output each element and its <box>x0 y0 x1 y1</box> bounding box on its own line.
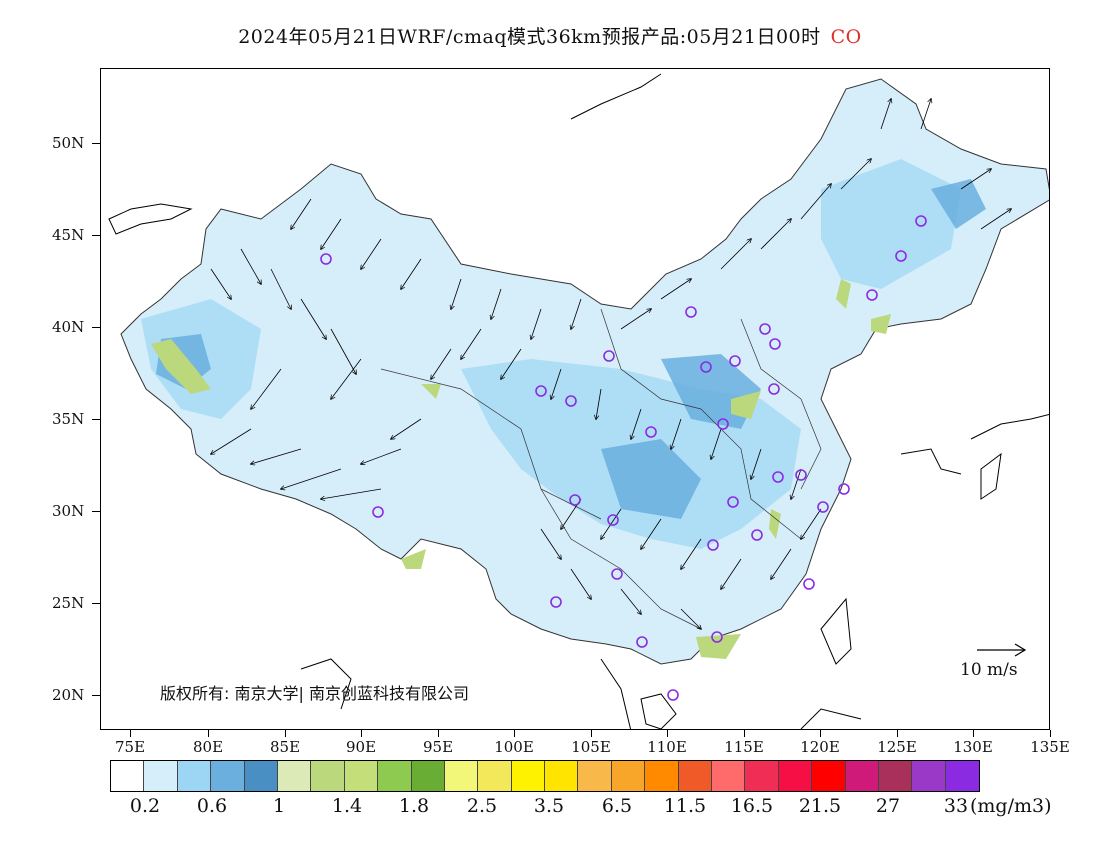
lon-label-115e: 115E <box>724 738 764 756</box>
legend-swatch <box>444 761 479 791</box>
lon-tick <box>744 730 745 737</box>
lon-tick <box>591 730 592 737</box>
lon-tick <box>208 730 209 737</box>
lat-label-45n: 45N <box>52 226 85 244</box>
lon-label-125e: 125E <box>877 738 917 756</box>
legend-swatch <box>712 761 746 791</box>
legend-label: 16.5 <box>730 795 774 817</box>
lon-tick <box>820 730 821 737</box>
wind-reference-label: 10 m/s <box>960 660 1018 680</box>
legend-swatch <box>545 761 579 791</box>
lat-label-20n: 20N <box>52 686 85 704</box>
lat-tick <box>92 695 100 696</box>
legend-label: 6.5 <box>601 795 633 817</box>
color-legend <box>110 760 981 792</box>
lon-tick <box>130 730 131 737</box>
lat-tick <box>92 143 100 144</box>
legend-swatch <box>111 761 145 791</box>
title-text: 2024年05月21日WRF/cmaq模式36km预报产品:05月21日00时 <box>238 26 821 48</box>
species-label: CO <box>830 26 862 48</box>
legend-swatch <box>678 761 713 791</box>
legend-label: 33 <box>943 795 969 817</box>
legend-swatch <box>344 761 379 791</box>
legend-label: 0.6 <box>196 795 228 817</box>
map-panel <box>100 68 1050 730</box>
lat-tick <box>92 327 100 328</box>
city-markers <box>320 215 927 701</box>
lon-tick <box>973 730 974 737</box>
lon-tick <box>438 730 439 737</box>
legend-label: 2.5 <box>466 795 498 817</box>
lon-label-105e: 105E <box>571 738 611 756</box>
legend-swatch <box>912 761 946 791</box>
legend-swatch <box>611 761 646 791</box>
lon-tick <box>361 730 362 737</box>
legend-swatch <box>645 761 679 791</box>
legend-unit: (mg/m3) <box>970 795 1052 817</box>
lon-label-80e: 80E <box>192 738 224 756</box>
lat-label-40n: 40N <box>52 318 85 336</box>
lon-label-100e: 100E <box>494 738 534 756</box>
legend-swatch <box>244 761 278 791</box>
wind-reference-arrow <box>977 643 1027 657</box>
legend-swatch <box>845 761 879 791</box>
lon-label-130e: 130E <box>953 738 993 756</box>
legend-swatch <box>144 761 178 791</box>
legend-label: 1.8 <box>398 795 430 817</box>
legend-swatch <box>411 761 445 791</box>
lon-label-85e: 85E <box>269 738 301 756</box>
legend-label: 3.5 <box>533 795 565 817</box>
legend-label: 11.5 <box>663 795 707 817</box>
copyright-watermark: 版权所有: 南京大学| 南京创蓝科技有限公司 <box>160 684 469 703</box>
legend-swatch <box>478 761 512 791</box>
legend-swatch <box>578 761 612 791</box>
legend-label: 1.4 <box>331 795 363 817</box>
lon-label-90e: 90E <box>345 738 377 756</box>
lon-tick <box>514 730 515 737</box>
legend-swatch <box>812 761 846 791</box>
lat-label-30n: 30N <box>52 502 85 520</box>
legend-label: 21.5 <box>798 795 842 817</box>
lon-tick <box>285 730 286 737</box>
chart-title: 2024年05月21日WRF/cmaq模式36km预报产品:05月21日00时 C… <box>0 22 1100 49</box>
lon-label-75e: 75E <box>114 738 146 756</box>
legend-swatch <box>378 761 412 791</box>
wind-vectors <box>211 99 1011 629</box>
lon-tick <box>1050 730 1051 737</box>
legend-swatch <box>945 761 980 791</box>
lat-label-50n: 50N <box>52 134 85 152</box>
legend-swatch <box>211 761 245 791</box>
legend-swatch <box>277 761 312 791</box>
lon-label-135e: 135E <box>1030 738 1070 756</box>
lon-label-95e: 95E <box>422 738 454 756</box>
lat-tick <box>92 603 100 604</box>
lat-label-35n: 35N <box>52 410 85 428</box>
lat-tick <box>92 419 100 420</box>
lat-tick <box>92 235 100 236</box>
legend-swatch <box>511 761 546 791</box>
lat-label-25n: 25N <box>52 594 85 612</box>
legend-swatch <box>311 761 345 791</box>
legend-swatch <box>745 761 779 791</box>
lon-tick <box>667 730 668 737</box>
map-canvas <box>108 73 1049 729</box>
legend-label: 27 <box>875 795 901 817</box>
lon-label-120e: 120E <box>800 738 840 756</box>
legend-swatch <box>177 761 212 791</box>
legend-label: 1 <box>272 795 286 817</box>
legend-swatch <box>878 761 913 791</box>
legend-label: 0.2 <box>129 795 161 817</box>
lon-label-110e: 110E <box>647 738 687 756</box>
lon-tick <box>897 730 898 737</box>
legend-swatch <box>778 761 813 791</box>
lat-tick <box>92 511 100 512</box>
